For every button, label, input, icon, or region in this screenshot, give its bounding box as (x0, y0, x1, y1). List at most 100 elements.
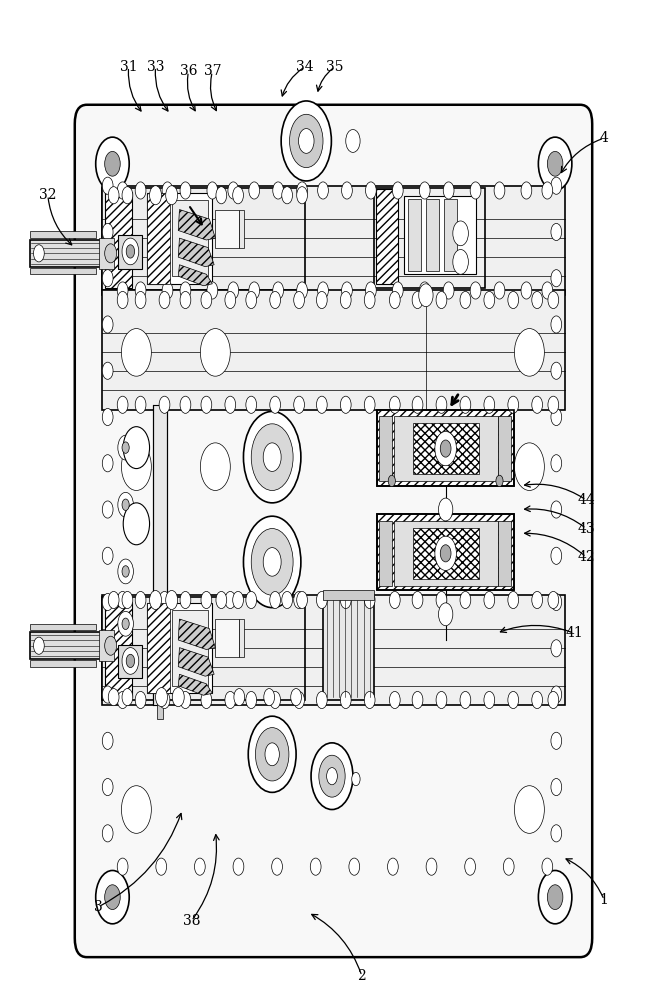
Circle shape (548, 591, 559, 609)
Circle shape (419, 182, 430, 199)
Bar (413, 528, 478, 579)
Circle shape (515, 443, 544, 490)
Bar (498, 416, 511, 481)
Circle shape (122, 689, 133, 706)
Circle shape (551, 501, 562, 518)
Circle shape (521, 282, 532, 299)
Circle shape (515, 786, 544, 833)
Circle shape (172, 688, 184, 707)
Circle shape (460, 591, 470, 609)
Polygon shape (178, 265, 213, 286)
Circle shape (264, 689, 274, 706)
Circle shape (122, 442, 129, 453)
Circle shape (440, 440, 451, 457)
Circle shape (316, 691, 327, 709)
Bar (105, 602, 132, 697)
Bar (240, 210, 244, 248)
Circle shape (342, 182, 352, 199)
Text: 31: 31 (120, 60, 138, 74)
Circle shape (126, 654, 135, 668)
Circle shape (122, 566, 129, 577)
Circle shape (299, 129, 314, 153)
Circle shape (118, 559, 134, 584)
Circle shape (291, 689, 301, 706)
Circle shape (122, 443, 151, 490)
Circle shape (551, 408, 562, 426)
Bar (393, 416, 498, 481)
Circle shape (532, 396, 543, 413)
Circle shape (270, 691, 280, 709)
Bar (99, 238, 114, 269)
Circle shape (248, 716, 296, 792)
Circle shape (233, 858, 244, 875)
Text: 36: 36 (180, 64, 197, 78)
Text: 35: 35 (326, 60, 343, 74)
Circle shape (419, 282, 430, 299)
Circle shape (243, 516, 301, 608)
Text: 1: 1 (599, 893, 609, 907)
Circle shape (538, 137, 572, 190)
Circle shape (109, 689, 119, 706)
Polygon shape (178, 210, 215, 240)
Polygon shape (178, 619, 215, 650)
Circle shape (201, 329, 230, 376)
Circle shape (122, 648, 139, 674)
Circle shape (547, 151, 563, 176)
Bar (215, 210, 240, 248)
Circle shape (273, 282, 284, 299)
Circle shape (551, 177, 562, 194)
Circle shape (122, 329, 151, 376)
Circle shape (105, 636, 116, 655)
Circle shape (508, 691, 519, 709)
Circle shape (102, 686, 113, 703)
Text: 3: 3 (94, 900, 103, 914)
Text: 44: 44 (577, 493, 595, 507)
Circle shape (123, 503, 149, 545)
Circle shape (436, 396, 447, 413)
Circle shape (207, 182, 218, 199)
Circle shape (388, 858, 398, 875)
Circle shape (180, 291, 191, 309)
Circle shape (365, 691, 375, 709)
Circle shape (270, 591, 280, 609)
Text: 37: 37 (203, 64, 221, 78)
Circle shape (122, 187, 133, 204)
Circle shape (542, 182, 553, 199)
Circle shape (390, 396, 400, 413)
Circle shape (548, 291, 559, 309)
Bar (377, 514, 515, 590)
Circle shape (249, 182, 260, 199)
Circle shape (345, 130, 360, 152)
Circle shape (532, 591, 543, 609)
Circle shape (547, 885, 563, 910)
Text: 41: 41 (565, 626, 583, 640)
Text: 4: 4 (599, 131, 609, 145)
Circle shape (180, 691, 191, 709)
Circle shape (263, 548, 281, 576)
Bar (147, 193, 213, 284)
Circle shape (102, 593, 113, 611)
Circle shape (349, 858, 360, 875)
Circle shape (460, 396, 470, 413)
Circle shape (246, 396, 257, 413)
Polygon shape (178, 238, 214, 267)
Circle shape (135, 691, 146, 709)
Circle shape (390, 291, 400, 309)
Bar (30, 624, 95, 630)
Circle shape (123, 427, 149, 469)
Circle shape (201, 591, 212, 609)
Bar (102, 290, 565, 410)
Circle shape (515, 329, 544, 376)
Circle shape (297, 187, 307, 204)
Circle shape (159, 691, 170, 709)
Circle shape (102, 316, 113, 333)
Bar (147, 603, 170, 693)
Circle shape (102, 270, 113, 287)
Text: 42: 42 (578, 550, 595, 564)
Circle shape (34, 245, 44, 262)
Circle shape (412, 291, 423, 309)
Circle shape (484, 691, 495, 709)
Circle shape (135, 182, 146, 199)
Circle shape (418, 284, 433, 307)
Circle shape (319, 755, 345, 797)
